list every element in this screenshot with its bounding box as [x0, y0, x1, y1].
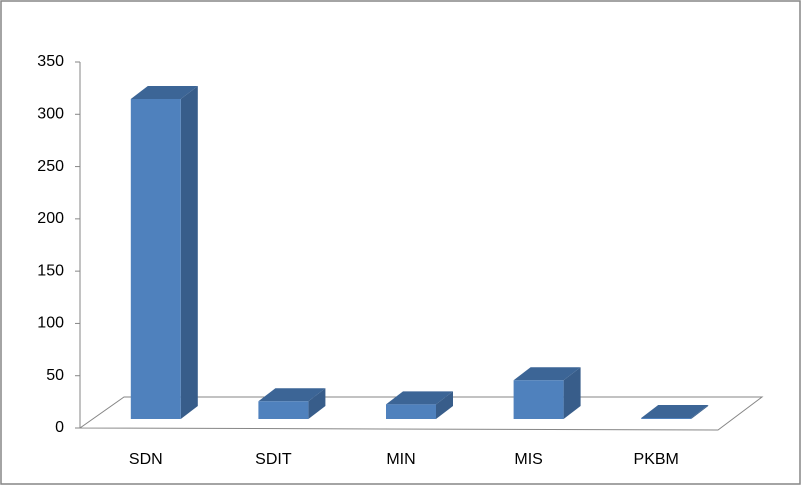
- y-tick-label: 250: [37, 158, 64, 175]
- y-tick-label: 100: [37, 315, 64, 332]
- bar-side: [436, 391, 453, 419]
- y-tick-label: 150: [37, 262, 64, 279]
- bar-front: [258, 401, 309, 419]
- bar-front: [130, 99, 181, 420]
- bar-side: [691, 404, 709, 419]
- bar-top: [386, 391, 453, 405]
- x-tick-label: PKBM: [634, 451, 679, 468]
- bar-top: [513, 367, 581, 381]
- x-tick-label: MIS: [514, 451, 542, 468]
- x-tick-label: SDN: [129, 451, 163, 468]
- y-tick-label: 50: [46, 367, 64, 384]
- y-tick-label: 300: [37, 106, 64, 123]
- y-tick-label: 350: [37, 53, 64, 70]
- bar-top: [641, 404, 709, 418]
- bar-front: [513, 380, 564, 419]
- bar-front: [641, 417, 692, 419]
- bar-top: [130, 86, 198, 100]
- bar: [641, 404, 709, 419]
- x-tick-label: SDIT: [255, 451, 292, 468]
- floor: [78, 396, 764, 431]
- bar: [513, 367, 581, 419]
- bar: [386, 391, 453, 419]
- bar: [130, 86, 198, 420]
- bar: [258, 388, 326, 419]
- bar-front: [386, 404, 436, 419]
- bar-side: [563, 367, 581, 419]
- x-tick-label: MIN: [386, 451, 415, 468]
- bar-side: [180, 86, 198, 420]
- bar-top: [258, 388, 326, 402]
- y-tick-label: 0: [55, 419, 64, 436]
- bar-side: [308, 388, 326, 419]
- y-tick-label: 200: [37, 210, 64, 227]
